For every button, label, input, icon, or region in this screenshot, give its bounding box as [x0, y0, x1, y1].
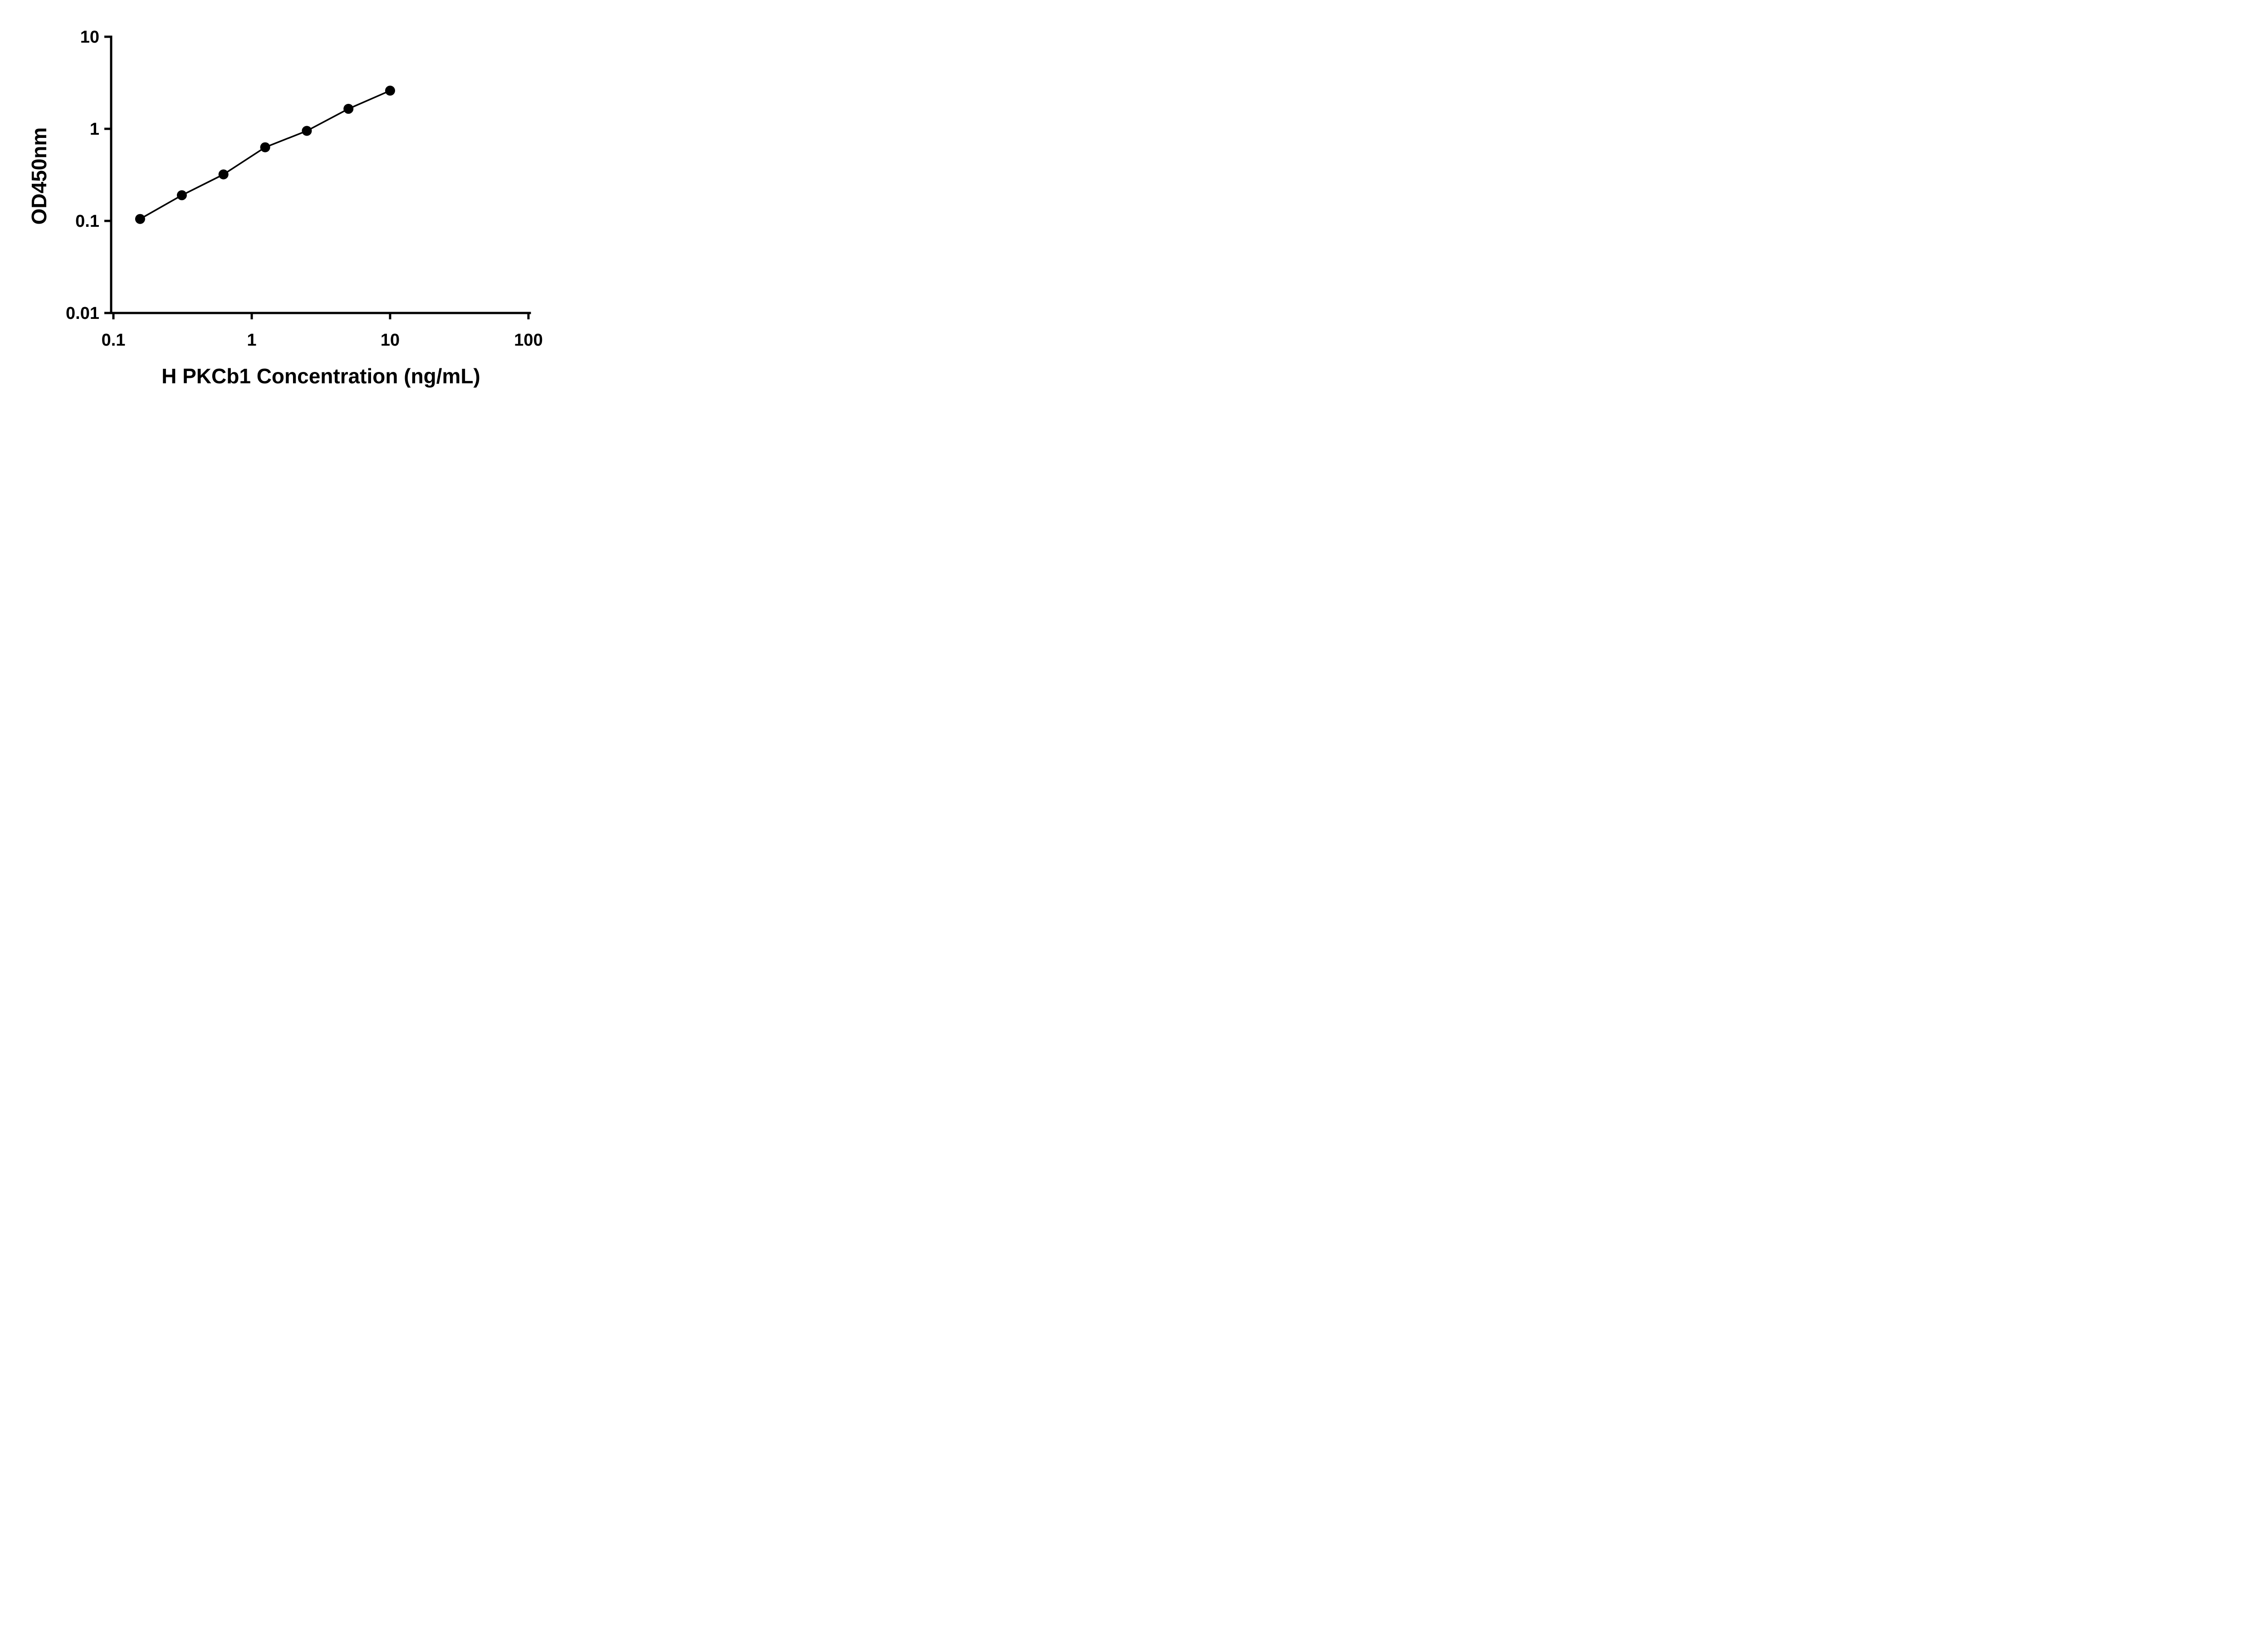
- data-point: [260, 142, 270, 152]
- data-point: [218, 169, 229, 180]
- data-point: [385, 85, 395, 96]
- y-tick-label: 10: [80, 28, 99, 47]
- chart-figure: 0.1 1 10 100 0.01 0.1 1 10 OD450nm H PKCb1 Conc…: [0, 0, 582, 408]
- data-point: [176, 190, 187, 200]
- data-point: [302, 126, 312, 136]
- y-tick-label: 0.1: [75, 212, 99, 231]
- y-tick-label: 0.01: [66, 304, 99, 323]
- x-axis-title: H PKCb1 Concentration (ng/mL): [161, 364, 480, 388]
- x-tick-label: 1: [247, 331, 256, 350]
- x-tick-label: 100: [514, 331, 543, 350]
- y-tick-label: 1: [90, 120, 99, 139]
- x-tick-label: 10: [381, 331, 400, 350]
- x-tick-label: 0.1: [102, 331, 126, 350]
- data-point: [343, 103, 354, 114]
- y-axis-title: OD450nm: [27, 127, 51, 225]
- data-point: [135, 214, 145, 224]
